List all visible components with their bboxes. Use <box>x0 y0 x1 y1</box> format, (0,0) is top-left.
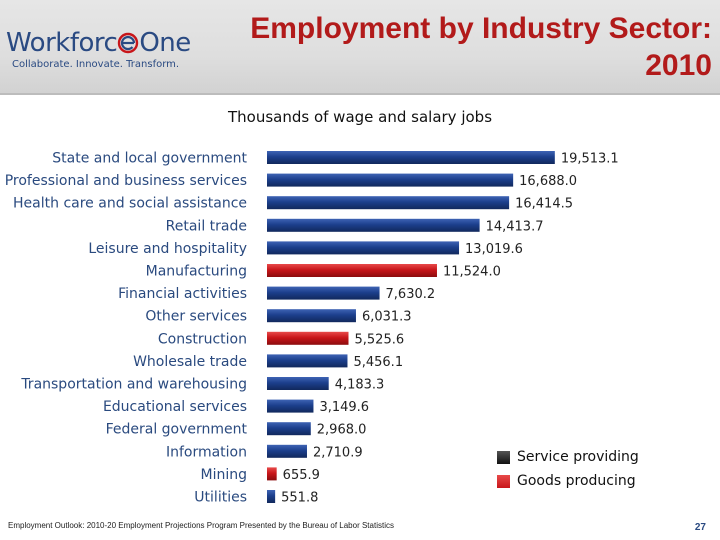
value-label: 4,183.3 <box>335 378 385 393</box>
legend-label-goods: Goods producing <box>517 473 636 489</box>
category-label: Health care and social assistance <box>13 196 247 212</box>
value-label: 2,968.0 <box>317 423 367 438</box>
logo-name: Workforc One <box>6 28 191 58</box>
bar-service-providing <box>267 377 329 390</box>
page-title: Employment by Industry Sector: 2010 <box>192 10 712 84</box>
category-label: Federal government <box>106 422 248 438</box>
category-label: Wholesale trade <box>133 354 247 370</box>
logo-tagline: Collaborate. Innovate. Transform. <box>12 59 180 70</box>
legend-item-goods: Goods producing <box>497 469 639 493</box>
bar-service-providing <box>267 218 480 232</box>
value-label: 19,513.1 <box>561 152 619 167</box>
bar-goods-producing <box>267 467 277 481</box>
bar-service-providing <box>267 309 356 323</box>
value-label: 5,525.6 <box>355 332 405 347</box>
bar-goods-producing <box>267 331 349 345</box>
bar-service-providing <box>267 422 311 436</box>
category-label: Utilities <box>194 490 247 506</box>
bar-service-providing <box>267 151 555 164</box>
bar-service-providing <box>267 444 307 458</box>
category-label: Leisure and hospitality <box>88 241 247 257</box>
value-label: 11,524.0 <box>443 265 501 280</box>
bar-chart: State and local government 19,513.1 Profes… <box>5 151 619 506</box>
category-label: Educational services <box>103 399 247 415</box>
category-label: Professional and business services <box>5 173 247 189</box>
chart-title: Thousands of wage and salary jobs <box>227 108 493 126</box>
value-label: 551.8 <box>281 491 318 506</box>
logo-text-a: Workforc <box>6 28 118 58</box>
category-label: State and local government <box>52 151 247 167</box>
category-label: Transportation and warehousing <box>20 377 247 393</box>
legend-swatch-service <box>497 450 510 464</box>
logo-e-icon <box>118 32 139 54</box>
value-label: 16,688.0 <box>519 174 577 189</box>
workforce-one-logo: Workforc One Collaborate. Innovate. Tran… <box>6 28 191 70</box>
category-label: Mining <box>201 467 248 483</box>
value-label: 14,413.7 <box>486 219 544 234</box>
value-label: 5,456.1 <box>353 355 403 370</box>
value-label: 16,414.5 <box>515 197 573 212</box>
legend-item-service: Service providing <box>497 445 639 469</box>
legend-swatch-goods <box>497 474 510 488</box>
bar-service-providing <box>267 286 380 300</box>
legend: Service providing Goods producing <box>497 445 639 493</box>
bar-service-providing <box>267 241 460 255</box>
value-label: 655.9 <box>283 468 320 483</box>
value-label: 6,031.3 <box>362 310 412 325</box>
category-label: Retail trade <box>166 218 247 234</box>
bar-service-providing <box>267 399 314 413</box>
value-label: 13,019.6 <box>465 242 523 257</box>
category-label: Other services <box>145 309 247 325</box>
source-footnote: Employment Outlook: 2010-20 Employment P… <box>8 521 394 530</box>
category-label: Information <box>166 444 247 460</box>
legend-label-service: Service providing <box>517 449 639 465</box>
value-label: 7,630.2 <box>386 287 436 302</box>
category-label: Construction <box>158 331 247 347</box>
bar-service-providing <box>267 490 276 503</box>
title-line-2: 2010 <box>645 49 712 82</box>
bar-service-providing <box>267 173 514 187</box>
bar-service-providing <box>267 196 510 210</box>
category-label: Financial activities <box>118 286 247 302</box>
category-label: Manufacturing <box>146 264 247 280</box>
bar-goods-producing <box>267 264 437 277</box>
page-number: 27 <box>694 522 706 533</box>
bar-service-providing <box>267 354 348 368</box>
header-divider <box>0 93 720 95</box>
title-line-1: Employment by Industry Sector: <box>250 12 712 45</box>
value-label: 3,149.6 <box>319 400 369 415</box>
value-label: 2,710.9 <box>313 445 363 460</box>
logo-text-b: One <box>139 28 191 58</box>
